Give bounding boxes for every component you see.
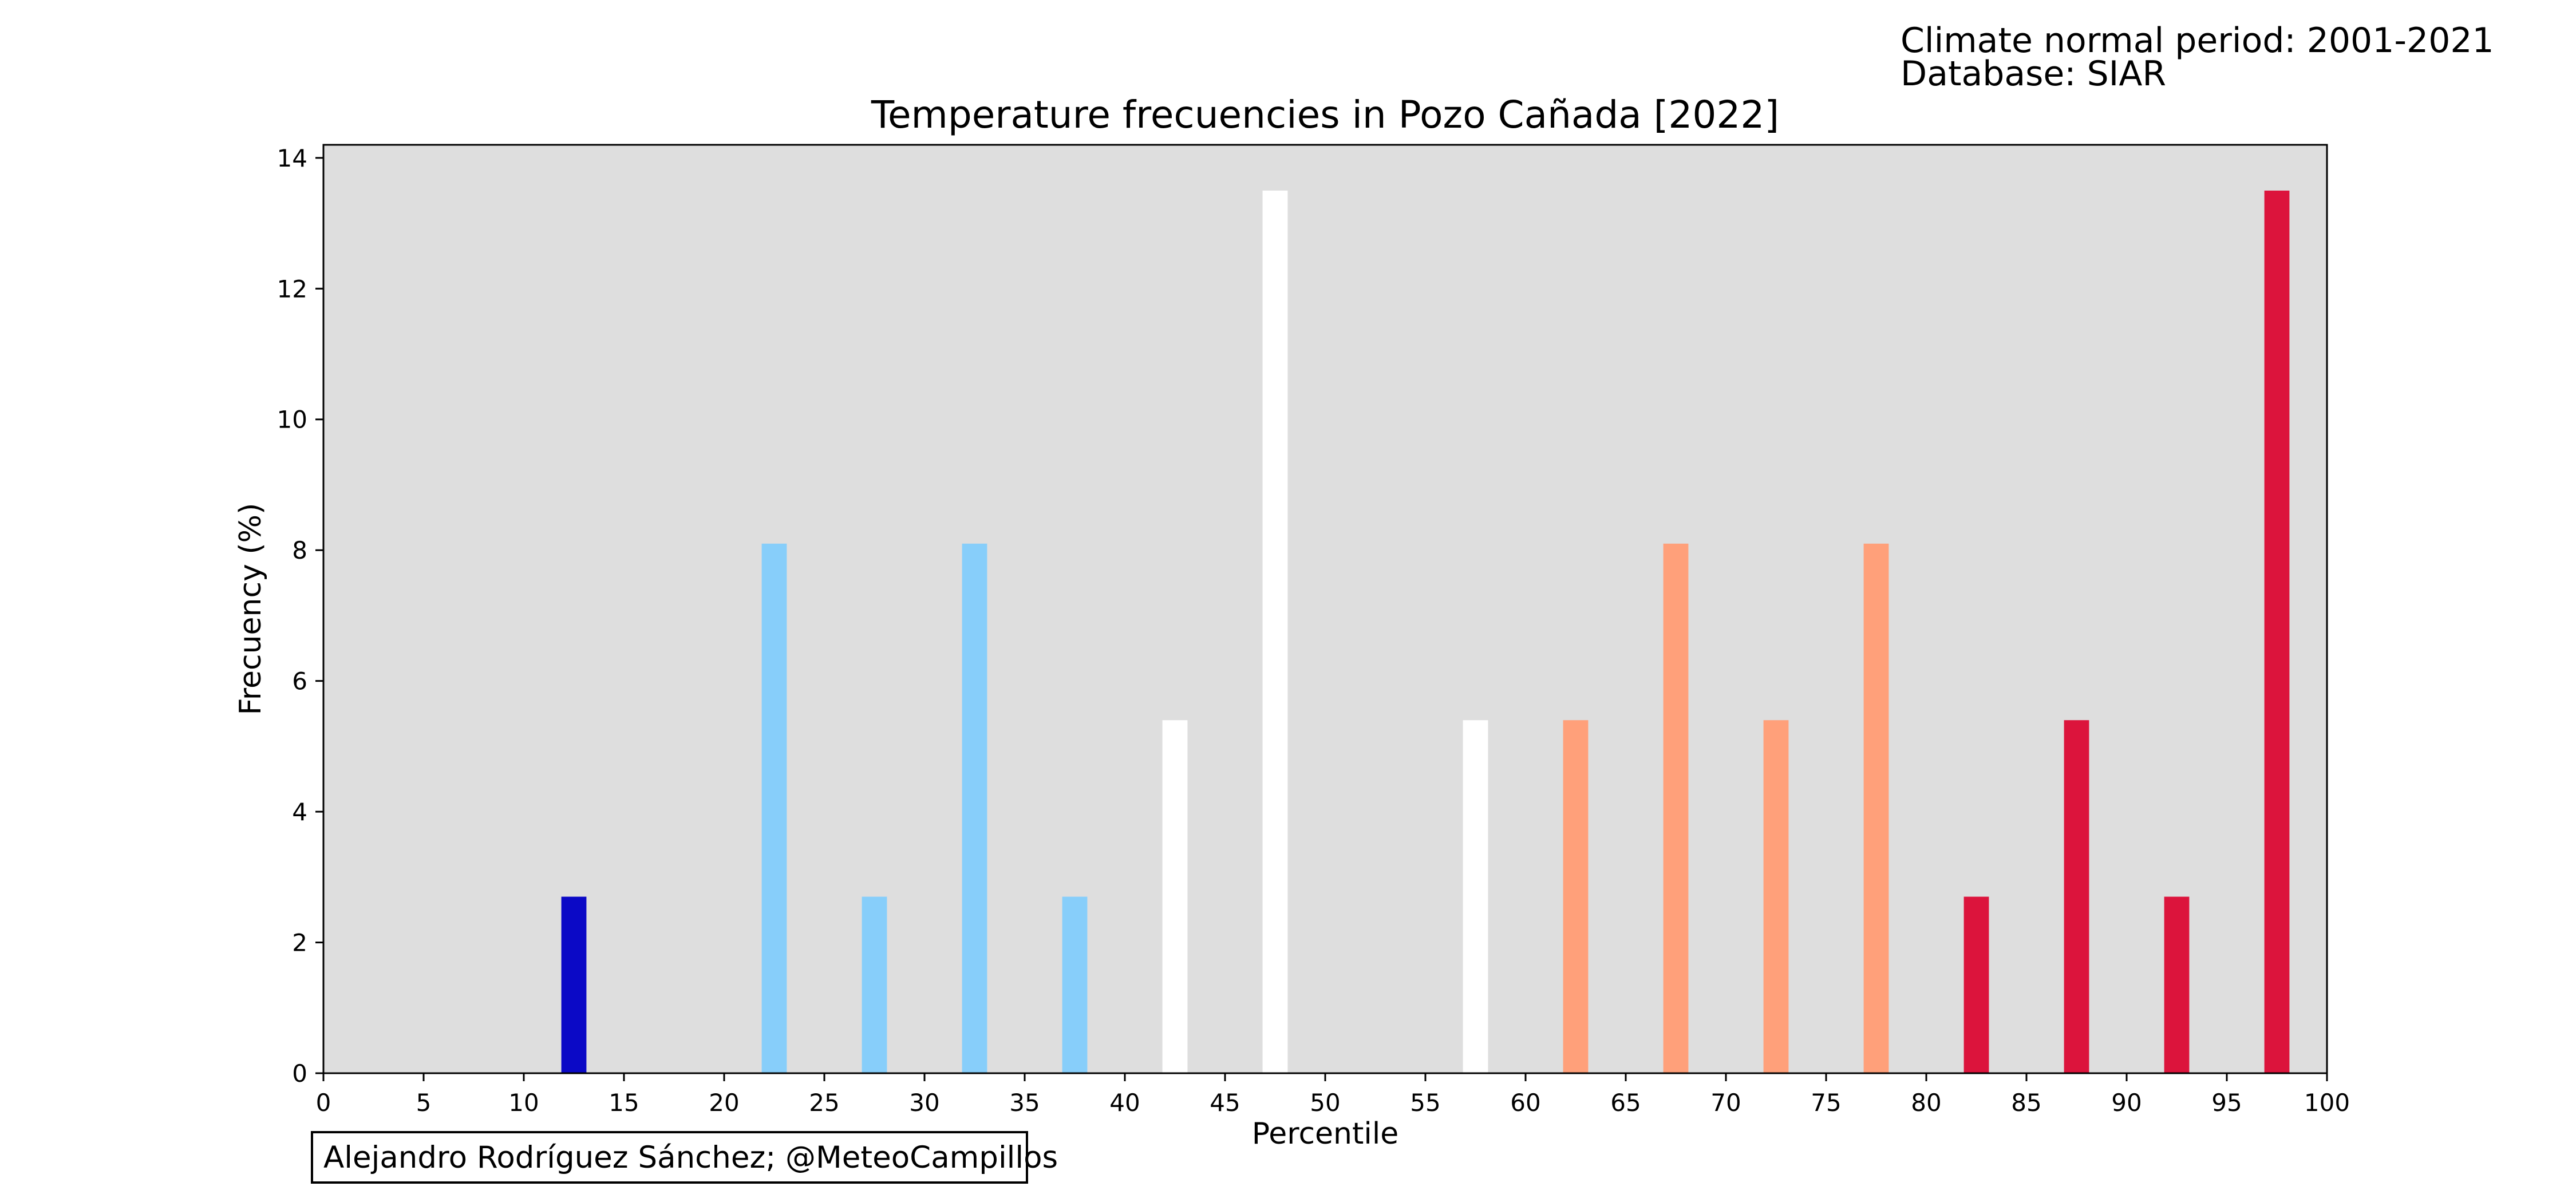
x-tick-label: 40	[1109, 1089, 1140, 1117]
y-tick-label: 6	[292, 667, 307, 695]
bar-p72.5	[1763, 720, 1789, 1073]
bar-p42.5	[1162, 720, 1188, 1073]
x-tick-label: 65	[1610, 1089, 1641, 1117]
bar-p57.5	[1463, 720, 1488, 1073]
x-tick-label: 30	[909, 1089, 939, 1117]
bar-p62.5	[1563, 720, 1589, 1073]
x-tick-label: 85	[2011, 1089, 2041, 1117]
x-tick-label: 0	[316, 1089, 331, 1117]
x-axis-label: Percentile	[1252, 1117, 1399, 1151]
bar-p92.5	[2164, 896, 2190, 1073]
bar-p12.5	[561, 896, 587, 1073]
x-tick-label: 35	[1009, 1089, 1040, 1117]
x-tick-label: 70	[1710, 1089, 1741, 1117]
x-tick-label: 25	[809, 1089, 839, 1117]
bar-p82.5	[1963, 896, 1989, 1073]
x-tick-label: 75	[1811, 1089, 1841, 1117]
credit-text: Alejandro Rodríguez Sánchez; @MeteoCampi…	[323, 1140, 1058, 1175]
bar-p27.5	[862, 896, 887, 1073]
y-axis-ticks: 0 2 4 6 8 10 12 14	[277, 144, 323, 1088]
climate-period-note: Climate normal period: 2001-2021	[1901, 21, 2494, 61]
bar-p87.5	[2064, 720, 2089, 1073]
y-tick-label: 10	[277, 406, 307, 434]
bar-p97.5	[2264, 191, 2290, 1073]
plot-area	[323, 145, 2327, 1073]
bar-group	[561, 191, 2290, 1073]
x-tick-label: 55	[1410, 1089, 1440, 1117]
y-tick-label: 12	[277, 275, 307, 303]
x-tick-label: 50	[1310, 1089, 1340, 1117]
bar-p22.5	[761, 543, 787, 1073]
database-note: Database: SIAR	[1901, 54, 2167, 94]
y-axis-label: Frecuency (%)	[234, 503, 268, 715]
bar-p67.5	[1663, 543, 1689, 1073]
x-tick-label: 80	[1911, 1089, 1941, 1117]
x-tick-label: 20	[709, 1089, 739, 1117]
y-tick-label: 4	[292, 798, 307, 826]
y-tick-label: 0	[292, 1059, 307, 1088]
x-tick-label: 45	[1210, 1089, 1240, 1117]
chart-title: Temperature frecuencies in Pozo Cañada […	[871, 93, 1779, 137]
x-tick-label: 5	[416, 1089, 432, 1117]
x-tick-label: 15	[609, 1089, 639, 1117]
x-tick-label: 95	[2211, 1089, 2242, 1117]
credit-box: Alejandro Rodríguez Sánchez; @MeteoCampi…	[311, 1131, 1058, 1184]
bar-p32.5	[962, 543, 987, 1073]
x-axis-ticks: 0 5 10 15 20 25 30 35 40 45 50 55 60 65 70 75 80 85 90 95 10…	[316, 1073, 2350, 1117]
bar-p77.5	[1863, 543, 1889, 1073]
y-tick-label: 2	[292, 929, 307, 957]
bar-p47.5	[1262, 191, 1288, 1073]
bar-p37.5	[1062, 896, 1088, 1073]
x-tick-label: 10	[508, 1089, 539, 1117]
y-tick-label: 8	[292, 536, 307, 564]
y-tick-label: 14	[277, 144, 307, 172]
x-tick-label: 60	[1510, 1089, 1540, 1117]
x-tick-label: 100	[2304, 1089, 2350, 1117]
x-tick-label: 90	[2111, 1089, 2142, 1117]
